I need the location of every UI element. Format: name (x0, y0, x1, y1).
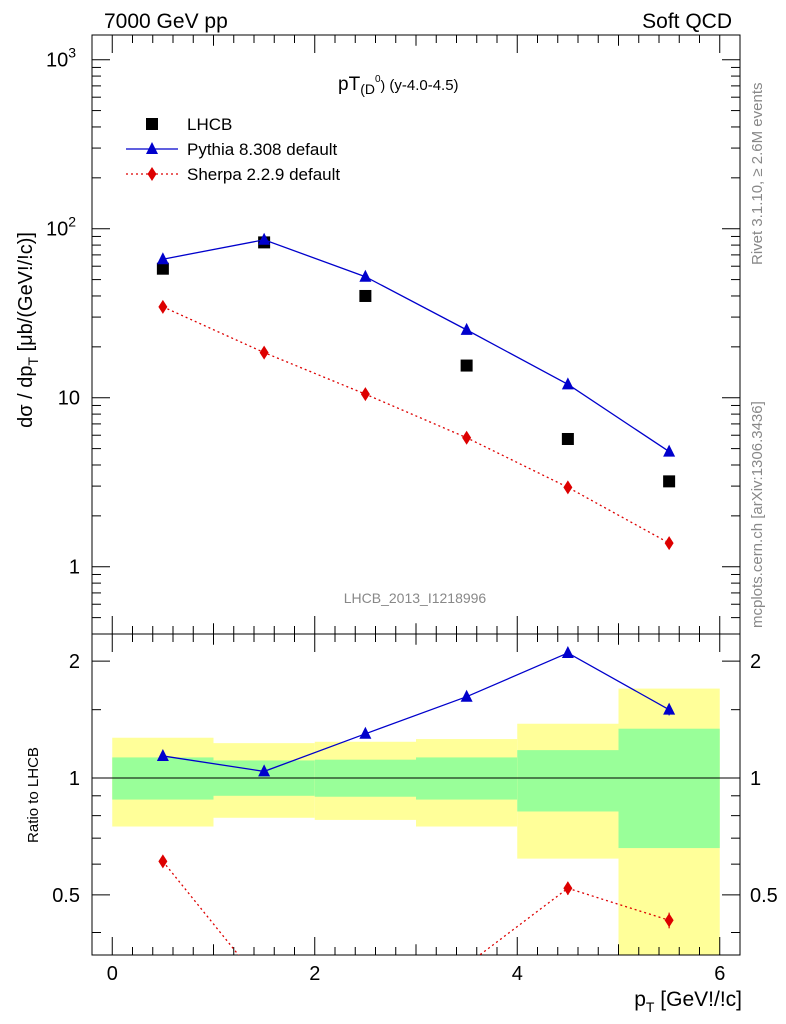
x-tick-label-4: 4 (512, 963, 523, 985)
top-y-axis-label-b: [μb/(GeV!/!c)] (15, 232, 37, 357)
top-y-tick-base: 1 (69, 557, 80, 579)
pythia-8-308-default-ratio-point-3 (460, 689, 473, 702)
sherpa-2-2-9-default-ratio-line (162, 860, 670, 955)
header-category-label: Soft QCD (642, 10, 732, 33)
analysis-watermark: LHCB_2013_I1218996 (344, 590, 487, 606)
sherpa-2-2-9-default-point-2 (360, 387, 370, 402)
ratio-uncertainty-bands (112, 688, 720, 955)
legend-sherpa-2-2-9-default-marker (147, 167, 157, 181)
header-energy-label: 7000 GeV pp (104, 10, 228, 33)
inner-band-bin-5 (618, 728, 720, 849)
plot-title-sub: (D (360, 81, 375, 97)
pythia-8-308-default-ratio-point-0 (156, 748, 169, 761)
legend-pythia-8-308-default-label: Pythia 8.308 default (187, 140, 338, 159)
lhcb-point-0 (156, 262, 169, 275)
top-y-tick-label-2: 102 (46, 214, 76, 241)
bottom-y-tick-label-left-2: 2 (69, 651, 80, 673)
top-y-axis-label: dσ / dpT [μb/(GeV!/!c)] (15, 232, 41, 428)
top-y-tick-label-3: 103 (46, 45, 76, 72)
x-tick-label-0: 0 (107, 963, 118, 985)
x-tick-label-2: 2 (309, 963, 320, 985)
lhcb-point-3 (460, 359, 473, 372)
bottom-y-tick-label-left-1: 1 (69, 768, 80, 790)
plot-title-sup: 0 (375, 74, 381, 85)
legend-lhcb-label: LHCB (187, 115, 232, 134)
plot-title: pT(D0) (y-4.0-4.5) (338, 74, 459, 97)
sherpa-2-2-9-default-ratio-point-5 (664, 913, 674, 928)
top-y-tick-base: 10 (46, 219, 68, 241)
top-y-tick-label-1: 10 (58, 388, 80, 410)
sherpa-2-2-9-default-point-1 (259, 345, 269, 360)
legend: LHCB Pythia 8.308 default Sherpa 2.2.9 def… (126, 115, 340, 184)
pythia-8-308-default-point-0 (156, 252, 169, 265)
lhcb-point-4 (561, 432, 574, 445)
pythia-8-308-default-point-1 (258, 232, 271, 245)
x-axis-label-unit: [GeV!/!c] (654, 988, 742, 1011)
pythia-8-308-default-ratio-point-1 (258, 764, 271, 777)
x-axis-label-main: p (634, 988, 646, 1011)
pythia-8-308-default-ratio-point-4 (561, 645, 574, 658)
bottom-y-tick-label-right-2: 2 (750, 651, 761, 673)
top-y-axis-label-a: dσ / dp (15, 366, 37, 428)
top-panel-series (156, 232, 676, 551)
bottom-panel-series (156, 645, 676, 955)
top-y-tick-base: 10 (46, 50, 68, 72)
plot-title-range: (y-4.0-4.5) (385, 77, 458, 94)
x-tick-label-6: 6 (714, 963, 725, 985)
bottom-y-tick-label-right-0: 0.5 (750, 885, 778, 907)
x-axis-label-sub: T (646, 999, 655, 1015)
top-y-tick-exponent: 3 (68, 45, 76, 61)
sherpa-2-2-9-default-point-4 (563, 480, 573, 495)
sherpa-2-2-9-default-point-0 (158, 299, 168, 314)
lhcb-point-5 (663, 475, 676, 488)
pythia-8-308-default-point-2 (359, 269, 372, 282)
top-y-tick-exponent: 2 (68, 214, 76, 230)
pythia-8-308-default-ratio-point-5 (663, 702, 676, 715)
legend-sherpa-2-2-9-default-label: Sherpa 2.2.9 default (187, 165, 340, 184)
top-y-tick-base: 10 (58, 388, 80, 410)
sherpa-2-2-9-default-point-5 (664, 536, 674, 551)
sherpa-2-2-9-default-ratio-point-4 (563, 881, 573, 896)
bottom-y-axis-label: Ratio to LHCB (25, 747, 42, 843)
legend-lhcb-marker (146, 118, 158, 130)
pythia-8-308-default-point-4 (561, 377, 574, 390)
mcplots-label: mcplots.cern.ch [arXiv:1306.3436] (749, 401, 766, 628)
plot-title-main: pT (338, 74, 361, 95)
pythia-8-308-default-point-5 (663, 444, 676, 457)
pythia-8-308-default-line (162, 239, 670, 453)
pythia-8-308-default-ratio-point-2 (359, 726, 372, 739)
rivet-label: Rivet 3.1.10, ≥ 2.6M events (749, 83, 766, 266)
sherpa-2-2-9-default-ratio-point-0 (158, 854, 168, 869)
bottom-y-tick-label-right-1: 1 (750, 768, 761, 790)
bottom-y-tick-label-left-0: 0.5 (52, 885, 80, 907)
pythia-8-308-default-ratio-line (162, 652, 670, 773)
legend-pythia-8-308-default-marker (146, 142, 158, 154)
sherpa-2-2-9-default-point-3 (462, 430, 472, 445)
lhcb-point-2 (359, 289, 372, 302)
plot-title-close: ) (381, 77, 386, 93)
x-axis-label: pT [GeV!/!c] (634, 988, 742, 1015)
pythia-8-308-default-point-3 (460, 322, 473, 335)
top-y-tick-label-0: 1 (69, 557, 80, 579)
inner-band-bin-4 (517, 750, 619, 812)
sherpa-2-2-9-default-line (162, 306, 670, 544)
top-y-axis-label-sub: T (25, 357, 41, 366)
data-series (156, 232, 676, 955)
